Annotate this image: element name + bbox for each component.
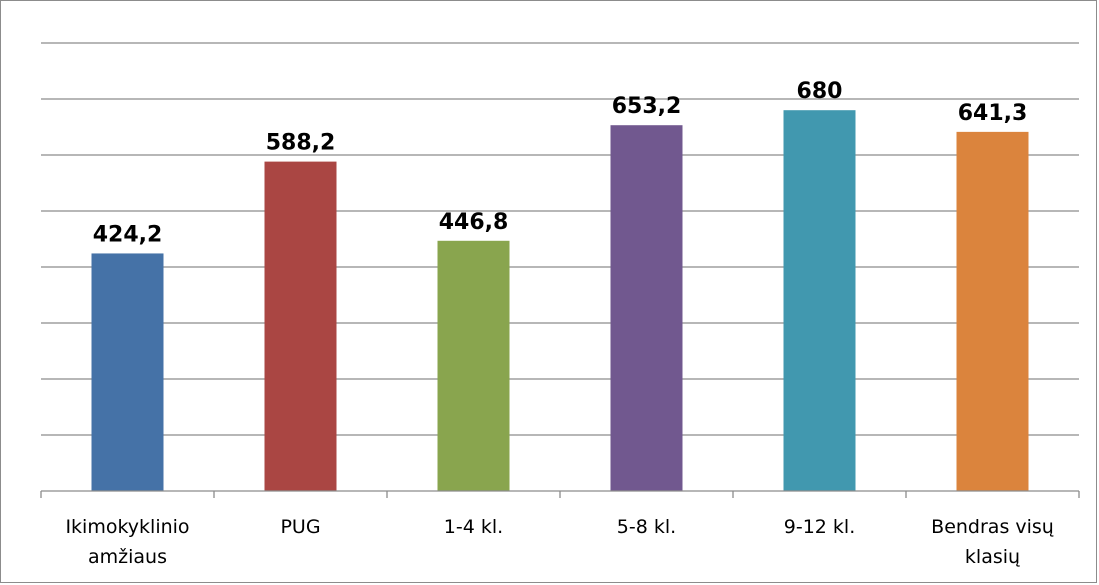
tick-label: PUG [280, 516, 320, 538]
bar [783, 110, 856, 491]
tick-label: klasių [965, 546, 1020, 568]
bar [437, 240, 510, 491]
x-axis [40, 490, 1080, 498]
bar [264, 161, 337, 491]
tick-label: Ikimokyklinio [65, 516, 189, 538]
data-label: 424,2 [93, 222, 163, 247]
data-label: 653,2 [612, 94, 682, 119]
bar [91, 253, 164, 491]
data-label: 641,3 [958, 101, 1028, 126]
tick-label: 9-12 kl. [784, 516, 855, 538]
tick-label: 1-4 kl. [444, 516, 503, 538]
tick-label: Bendras visų [931, 516, 1054, 538]
data-label: 446,8 [439, 210, 509, 235]
gridlines [41, 42, 1079, 436]
category-labels: Ikimokyklinio amžiaus PUG 1-4 kl. 5-8 kl. 9-1… [65, 516, 1053, 568]
bar [610, 125, 683, 491]
tick-label: 5-8 kl. [617, 516, 676, 538]
data-label: 680 [797, 79, 843, 104]
tick-label: amžiaus [88, 546, 167, 568]
data-labels: 424,2 588,2 446,8 653,2 680 641,3 [93, 79, 1028, 247]
bar [956, 131, 1029, 491]
bars [91, 110, 1029, 491]
data-label: 588,2 [266, 131, 336, 156]
